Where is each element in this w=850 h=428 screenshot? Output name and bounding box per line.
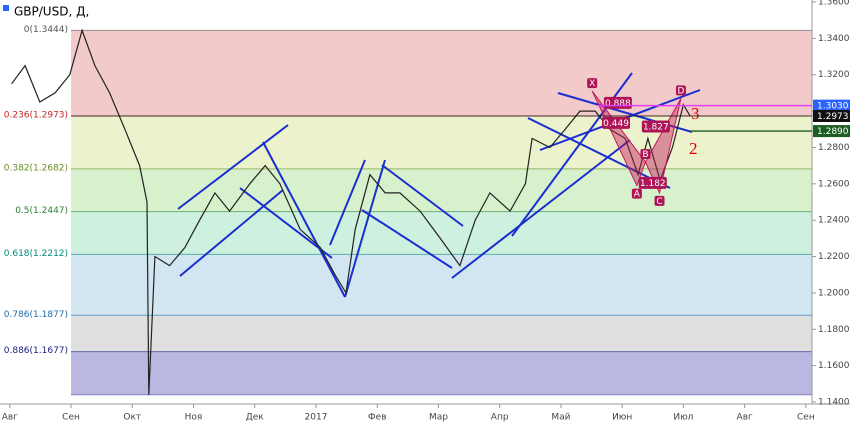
- y-tick-label: 1.2800: [818, 143, 850, 153]
- fib-band: [71, 30, 813, 117]
- fib-band: [71, 315, 813, 352]
- x-tick-label: Мар: [429, 413, 448, 423]
- pattern-point-badge: [640, 149, 651, 159]
- fib-band: [71, 116, 813, 169]
- x-tick-label: Апр: [491, 413, 509, 423]
- x-tick-label: Дек: [246, 413, 265, 423]
- chart-title: GBP/USD, Д,: [14, 5, 89, 19]
- pattern-point-badge: [587, 78, 598, 89]
- y-tick-label: 1.3400: [818, 34, 850, 44]
- x-tick-label: Ноя: [185, 413, 203, 423]
- price-label: 1.3030: [817, 102, 849, 112]
- pattern-point-label: D: [677, 86, 684, 96]
- pattern-point-badge: [675, 85, 686, 96]
- y-tick-label: 1.1600: [818, 361, 850, 371]
- y-tick-label: 1.3600: [818, 0, 850, 8]
- ratio-badge: [641, 120, 670, 133]
- fib-band: [71, 254, 813, 316]
- price-label-box: [813, 125, 850, 138]
- annotation: 3: [691, 104, 700, 123]
- fib-level-label: 0.618(1.2212): [4, 249, 68, 259]
- ratio-label: 0.449: [603, 119, 629, 129]
- fib-level-label: 0.236(1.2973): [4, 111, 68, 121]
- fib-band: [71, 211, 813, 255]
- x-tick-label: Авг: [737, 413, 753, 423]
- x-tick-label: Июн: [612, 413, 632, 423]
- price-label: 1.2973: [817, 112, 849, 122]
- ratio-label: 0.888: [605, 99, 631, 109]
- pattern-point-label: A: [634, 190, 641, 200]
- x-tick-label: Сен: [62, 413, 80, 423]
- x-tick-label: Авг: [2, 413, 18, 423]
- ratio-badge: [602, 116, 631, 129]
- x-tick-label: Фев: [368, 413, 387, 423]
- pattern-point-badge: [631, 188, 642, 199]
- price-line: [11, 28, 691, 395]
- pattern-point-label: X: [589, 79, 595, 89]
- y-tick-label: 1.1400: [818, 398, 850, 408]
- x-tick-label: Июл: [673, 413, 693, 423]
- fib-band: [71, 168, 813, 212]
- pattern-point-label: B: [642, 150, 648, 160]
- y-tick-label: 1.3200: [818, 70, 850, 80]
- y-tick-label: 1.2600: [818, 179, 850, 189]
- price-label-box: [813, 99, 850, 112]
- annotation: 2: [689, 139, 698, 158]
- y-tick-label: 1.2400: [818, 216, 850, 226]
- price-label-box: [813, 110, 850, 122]
- x-tick-label: Окт: [123, 413, 141, 423]
- fib-level-label: 0.786(1.1877): [4, 310, 68, 320]
- y-tick-label: 1.2200: [818, 252, 850, 262]
- fib-level-label: 0.886(1.1677): [4, 346, 68, 356]
- pattern-point-label: C: [656, 197, 662, 207]
- fib-level-label: 0.5(1.2447): [15, 206, 68, 216]
- x-tick-label: Май: [551, 413, 570, 423]
- fib-level-label: 0(1.3444): [24, 25, 68, 35]
- x-tick-label: 2017: [305, 413, 328, 423]
- symbol-icon: [3, 5, 9, 11]
- fib-level-label: 0.382(1.2682): [4, 163, 68, 173]
- y-tick-label: 1.1800: [818, 325, 850, 335]
- ratio-label: 1.827: [643, 123, 669, 133]
- price-label: 1.2890: [817, 127, 849, 137]
- pattern-point-badge: [654, 195, 665, 206]
- ratio-label: 1.182: [640, 179, 666, 189]
- ratio-badge: [638, 176, 667, 189]
- fib-band: [71, 351, 813, 395]
- y-tick-label: 1.2000: [818, 288, 850, 298]
- x-tick-label: Сен: [797, 413, 815, 423]
